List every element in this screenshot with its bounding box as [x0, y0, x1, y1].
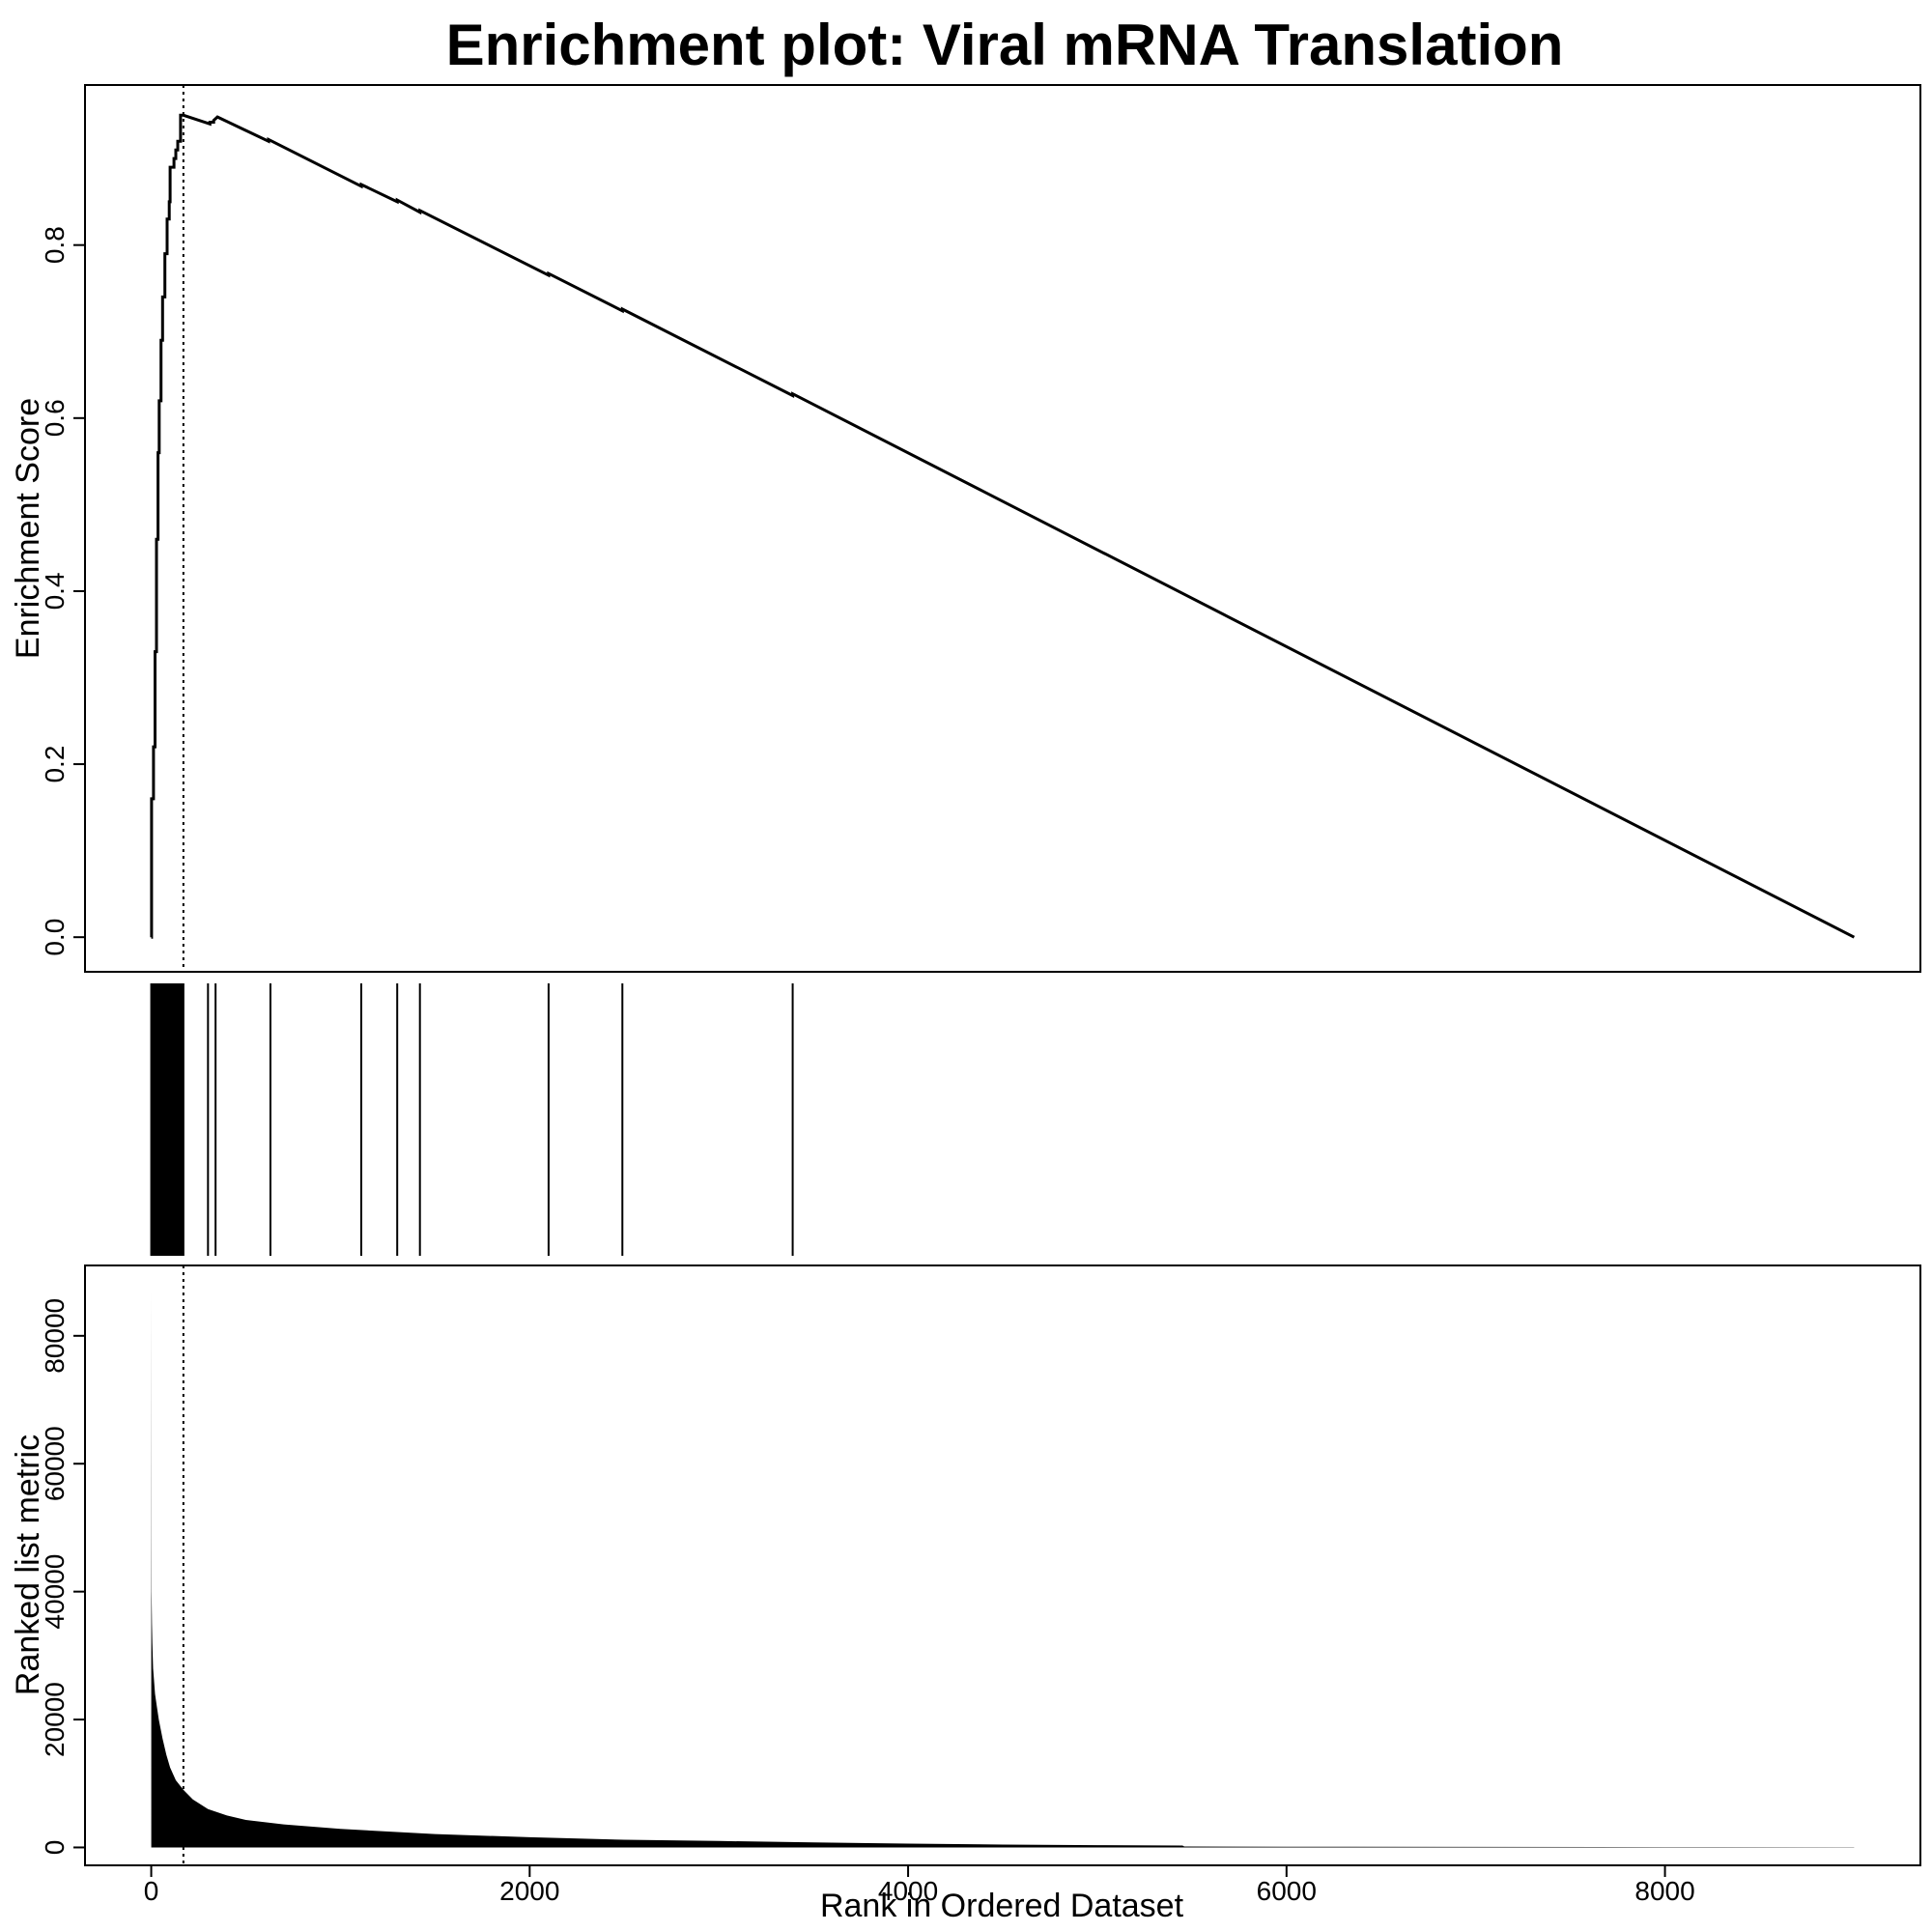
enrichment-y-axis-label: Enrichment Score	[10, 398, 46, 659]
enrichment-score-line	[150, 113, 1856, 939]
y-tick-label: 0.6	[40, 399, 70, 437]
y-tick-label: 80000	[40, 1298, 70, 1374]
y-tick-label: 0.0	[40, 919, 70, 956]
chart-title: Enrichment plot: Viral mRNA Translation	[446, 13, 1564, 77]
x-tick-label: 8000	[1634, 1876, 1694, 1906]
enrichment-panel-frame	[84, 84, 1921, 973]
y-tick-label: 20000	[40, 1682, 70, 1757]
x-tick-label: 4000	[878, 1876, 938, 1906]
x-tick-label: 0	[144, 1876, 159, 1906]
hit-marks-panel	[150, 983, 794, 1256]
x-tick-label: 6000	[1257, 1876, 1317, 1906]
y-tick-label: 0.4	[40, 572, 70, 610]
y-tick-label: 40000	[40, 1554, 70, 1630]
enrichment-score-panel: 0.0 0.2 0.4 0.6 0.8 Enrichment Score	[10, 84, 1921, 973]
y-tick-label: 0.8	[40, 226, 70, 264]
x-tick-label: 2000	[499, 1876, 559, 1906]
x-axis-label: Rank in Ordered Dataset	[820, 1888, 1184, 1924]
y-tick-label: 0	[40, 1840, 70, 1856]
ranked-metric-area	[151, 1291, 1855, 1848]
ranked-metric-panel-frame	[84, 1264, 1921, 1866]
ranked-metric-y-axis-label: Ranked list metric	[10, 1435, 46, 1695]
y-tick-label: 60000	[40, 1426, 70, 1501]
y-tick-label: 0.2	[40, 746, 70, 783]
